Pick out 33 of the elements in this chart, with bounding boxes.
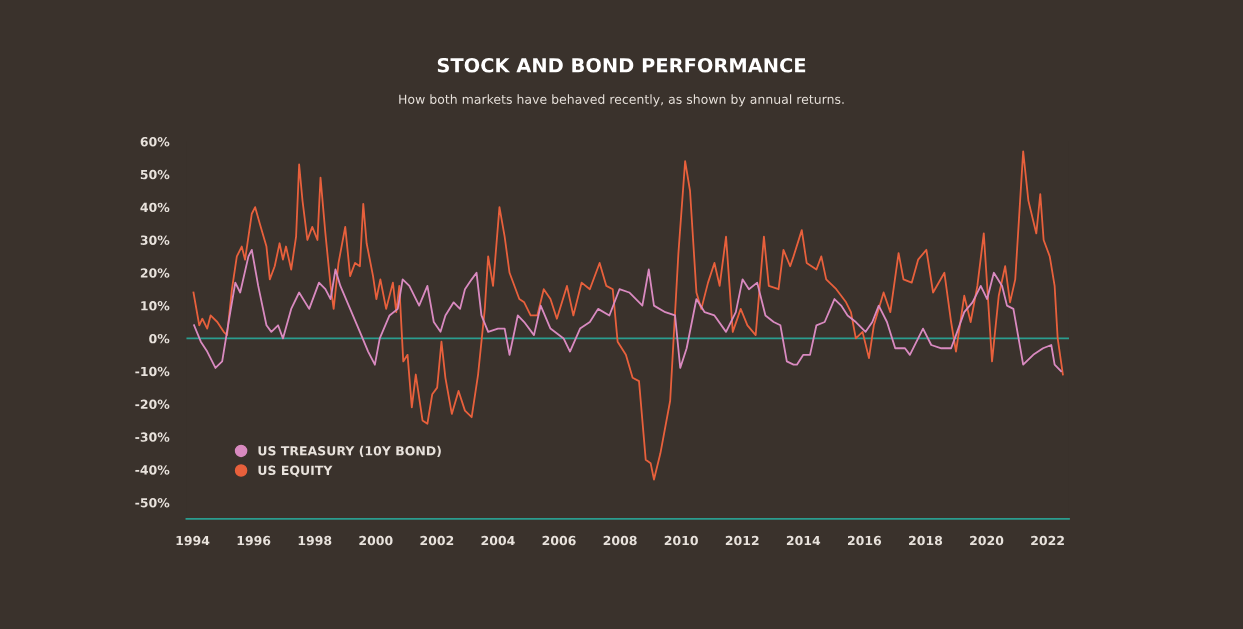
y-tick-label: -20% (135, 399, 170, 409)
x-tick-label: 2016 (847, 535, 882, 546)
x-tick-label: 1998 (298, 535, 332, 546)
x-tick-label: 1996 (237, 535, 271, 546)
y-tick-label: -30% (135, 432, 170, 442)
x-tick-label: 2002 (420, 535, 454, 546)
line-series (192, 150, 1064, 481)
x-tick-label: 2000 (359, 535, 393, 546)
x-tick-label: 1994 (176, 535, 210, 546)
y-tick-label: 10% (141, 301, 170, 311)
x-tick-label: 2018 (909, 535, 943, 546)
x-tick-label: 2008 (603, 535, 637, 546)
line-series (193, 248, 1062, 373)
y-tick-label: -50% (135, 497, 170, 508)
x-tick-label: 2014 (786, 535, 821, 546)
legend-label: US TREASURY (10Y BOND) (258, 445, 441, 457)
y-tick-label: 40% (140, 202, 170, 213)
chart-title: STOCK AND BOND PERFORMANCE (437, 57, 806, 73)
x-tick-label: 2022 (1031, 535, 1064, 546)
y-tick-label: 30% (140, 235, 170, 245)
y-tick-label: -40% (135, 465, 170, 475)
x-tick-label: 2012 (725, 535, 759, 546)
y-tick-label: -10% (135, 366, 170, 377)
y-tick-label: 0% (149, 333, 170, 344)
legend-label: US EQUITY (258, 465, 333, 477)
chart-subtitle: How both markets have behaved recently, as shown by annual returns. (399, 94, 844, 107)
x-tick-label: 2006 (542, 535, 576, 546)
y-tick-label: 20% (140, 268, 170, 278)
x-tick-label: 2004 (481, 535, 515, 546)
y-tick-label: 60% (140, 137, 170, 147)
x-tick-label: 2020 (970, 535, 1004, 546)
y-tick-label: 50% (140, 169, 170, 180)
x-tick-label: 2010 (664, 535, 698, 546)
